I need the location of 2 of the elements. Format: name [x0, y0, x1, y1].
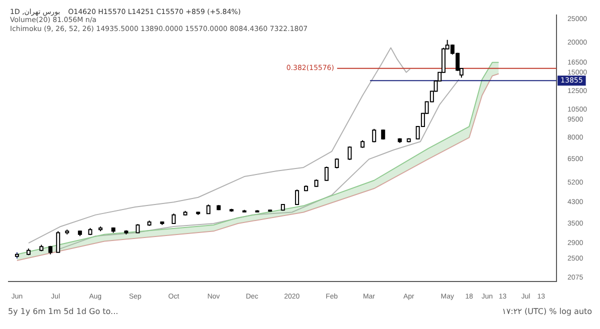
text: 5y 1y 6m 1m 5d 1d Go to...	[8, 307, 118, 316]
text: ۱۷:۲۲ (UTC) % log auto	[502, 307, 592, 316]
